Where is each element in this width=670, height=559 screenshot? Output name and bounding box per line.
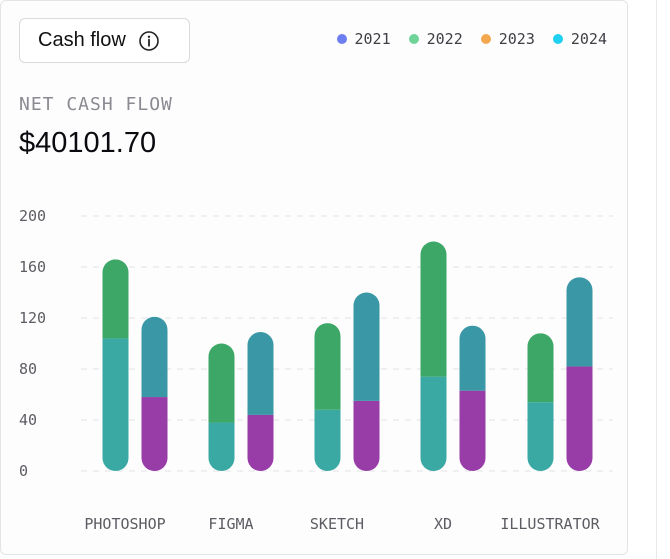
x-tick-label: PHOTOSHOP xyxy=(84,515,165,533)
y-tick-label: 160 xyxy=(19,258,46,276)
bar-stack xyxy=(208,343,235,471)
bar-segment xyxy=(102,338,129,471)
bar-stack xyxy=(353,292,380,471)
legend-item-2021[interactable]: 2021 xyxy=(336,30,391,48)
x-tick-label: XD xyxy=(434,515,452,533)
y-tick-label: 40 xyxy=(19,411,37,429)
x-tick-label: FIGMA xyxy=(208,515,253,533)
info-circle-icon[interactable] xyxy=(138,30,160,52)
legend-item-2024[interactable]: 2024 xyxy=(552,30,607,48)
cash-flow-title-button[interactable]: Cash flow xyxy=(19,18,190,63)
bar-segment xyxy=(459,325,486,391)
bar-segment xyxy=(353,292,380,401)
bar-stack xyxy=(527,333,554,471)
legend-label: 2022 xyxy=(426,30,463,48)
y-tick-label: 200 xyxy=(19,207,46,225)
bar-stack xyxy=(102,259,129,471)
kpi-value: $40101.70 xyxy=(19,127,157,159)
bar-segment xyxy=(314,409,341,471)
cash-flow-card: Cash flow 2021 2022 2023 2024 NET CASH F… xyxy=(0,0,628,555)
bar-segment xyxy=(247,332,274,415)
bar-segment xyxy=(420,241,447,377)
y-tick-label: 120 xyxy=(19,309,46,327)
bar-segment xyxy=(208,422,235,471)
stacked-bar-chart: 0 40 80 120 160 200 PHOTOSHOP FIGMA SKETCH XD ILLU… xyxy=(19,207,613,533)
x-tick-label: SKETCH xyxy=(310,515,364,533)
bar-stack xyxy=(566,277,593,471)
legend-label: 2023 xyxy=(498,30,535,48)
bar-stack xyxy=(247,332,274,471)
bar-segment xyxy=(420,376,447,471)
chart-legend: 2021 2022 2023 2024 xyxy=(336,30,607,48)
bar-stack xyxy=(314,323,341,471)
bar-segment xyxy=(566,366,593,471)
bar-segment xyxy=(141,397,168,471)
bar-stack xyxy=(459,325,486,471)
bar-segment xyxy=(247,414,274,471)
bar-stack xyxy=(141,316,168,471)
legend-label: 2021 xyxy=(354,30,391,48)
bar-segment xyxy=(566,277,593,367)
legend-label: 2024 xyxy=(570,30,607,48)
bar-segment xyxy=(527,402,554,471)
y-tick-label: 80 xyxy=(19,360,37,378)
legend-item-2022[interactable]: 2022 xyxy=(408,30,463,48)
bar-stack xyxy=(420,241,447,471)
bar-segment xyxy=(459,390,486,471)
legend-dot xyxy=(552,34,563,44)
bar-segment xyxy=(208,343,235,423)
x-tick-label: ILLUSTRATOR xyxy=(500,515,600,533)
legend-dot xyxy=(480,34,491,44)
bar-segment xyxy=(353,400,380,471)
kpi-label: NET CASH FLOW xyxy=(19,94,173,115)
bar-segment xyxy=(314,323,341,410)
bar-segment xyxy=(141,316,168,398)
bar-segment xyxy=(527,333,554,403)
legend-dot xyxy=(408,34,419,44)
card-title: Cash flow xyxy=(38,29,126,51)
bar-segment xyxy=(102,259,129,339)
adjacent-panel-edge xyxy=(656,0,670,559)
y-tick-label: 0 xyxy=(19,462,28,480)
legend-item-2023[interactable]: 2023 xyxy=(480,30,535,48)
legend-dot xyxy=(336,34,347,44)
